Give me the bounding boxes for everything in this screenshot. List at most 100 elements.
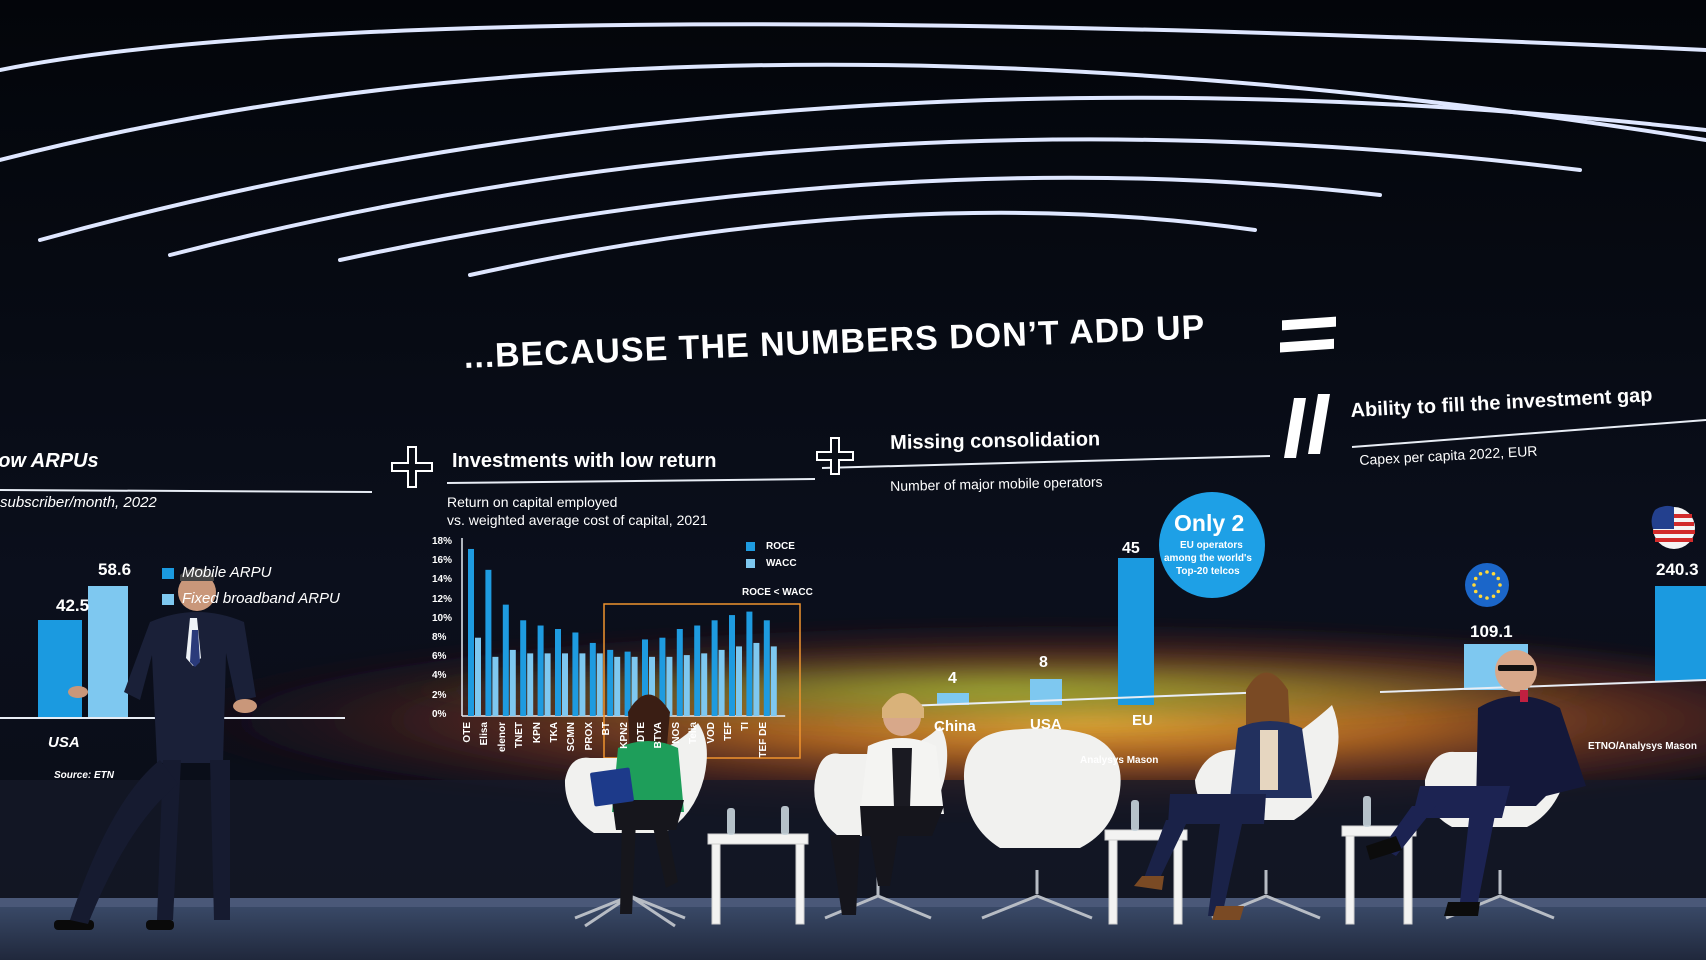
x-category-label: TNET [514, 722, 526, 749]
panelist-white-jacket [830, 693, 944, 915]
x-category-label: VOD [705, 722, 717, 744]
eu-star [1485, 570, 1489, 574]
roce-bar [555, 629, 561, 716]
wacc-bar [649, 656, 655, 716]
eu-star [1491, 594, 1496, 599]
wacc-bar [527, 653, 534, 716]
eu-star [1498, 583, 1502, 587]
eu-flag-icon [1465, 563, 1509, 607]
y-tick-label: 10% [432, 612, 453, 624]
wacc-bar [666, 656, 673, 716]
eu-star [1473, 589, 1478, 594]
y-tick-label: 18% [432, 536, 453, 547]
not-equal-icon [1280, 316, 1336, 458]
y-tick-label: 12% [432, 593, 453, 605]
wacc-bar [562, 653, 568, 716]
side-tables [707, 825, 1417, 925]
roce-bar [485, 569, 492, 716]
x-category-label: BTYA [653, 722, 665, 749]
plus-icon [391, 446, 433, 488]
wacc-bar [770, 646, 777, 716]
x-category-label: TEF DE [757, 722, 769, 758]
panel4-source: ETNO/Analysys Mason [1588, 741, 1697, 752]
x-category-label: TI [740, 722, 752, 731]
panel1-value-fixed: 58.6 [98, 560, 132, 579]
panel2-legend-roce: ROCE [766, 541, 795, 552]
ceiling-light-arcs [0, 22, 1706, 277]
panelist-blue-jacket [1134, 672, 1312, 920]
x-category-label: elenor [496, 722, 508, 753]
wacc-bar [492, 656, 499, 716]
speaker-standing [54, 568, 257, 930]
badge-line-3: Top-20 telcos [1176, 566, 1240, 577]
x-category-label: TEF [723, 722, 734, 741]
panel4-value-us: 240.3 [1656, 560, 1699, 579]
panel2-subheading-1: Return on capital employed [447, 494, 618, 510]
wacc-bar [544, 653, 551, 716]
panel3-value-eu: 45 [1122, 540, 1140, 557]
roce-bar [642, 639, 648, 716]
panel2-subheading-2: vs. weighted average cost of capital, 20… [447, 512, 708, 528]
x-category-label: NOS [670, 722, 682, 744]
eu-star [1478, 571, 1483, 576]
roce-bar [659, 637, 666, 716]
y-tick-label: 16% [432, 555, 453, 567]
roce-bar [676, 629, 683, 716]
light-arc [168, 137, 1582, 257]
arpu-bars [0, 568, 345, 719]
roce-bar [729, 615, 735, 716]
panel1-value-mobile: 42.5 [56, 596, 90, 615]
x-category-label: Telia [688, 722, 700, 745]
panel3-category-usa: USA [1030, 716, 1062, 733]
panel3-category-eu: EU [1132, 712, 1153, 729]
light-arc [38, 95, 1706, 242]
roce-bar [763, 620, 770, 716]
panel3-value-china: 4 [948, 670, 957, 687]
panelist-navy-sweater [1366, 650, 1586, 916]
badge-title: Only 2 [1174, 510, 1245, 536]
roce-bar [520, 620, 527, 716]
light-arc [0, 62, 1706, 162]
light-arc [0, 22, 1706, 72]
roce-bar [711, 620, 718, 716]
wacc-bar [631, 656, 638, 716]
badge-line-2: among the world's [1164, 553, 1252, 564]
y-tick-label: 0% [432, 708, 447, 720]
wacc-bar [509, 649, 516, 716]
x-category-label: KPN2 [618, 722, 630, 749]
panel1-heading: Low ARPUs [0, 450, 99, 472]
panel2-annotation: ROCE < WACC [742, 587, 813, 598]
eu-star [1491, 571, 1496, 576]
roce-bar [589, 642, 596, 716]
capex-bars [1280, 316, 1706, 693]
panelist-green [590, 694, 684, 914]
roce-bar [468, 548, 474, 716]
eu-star [1473, 576, 1478, 581]
roce-bar [572, 632, 579, 716]
x-category-label: SCMN [566, 722, 578, 752]
x-category-label: OTE [462, 722, 473, 743]
x-category-label: BT [601, 722, 613, 736]
eu-star [1485, 596, 1489, 600]
panel3-source: Analysys Mason [1080, 755, 1159, 766]
y-tick-label: 4% [432, 670, 447, 682]
roce-bar [607, 649, 614, 716]
panel3-heading: Missing consolidation [890, 428, 1101, 454]
x-category-label: KPN [531, 722, 543, 744]
panel2-heading: Investments with low return [452, 450, 717, 472]
wacc-bar [753, 642, 760, 716]
wacc-bar [579, 653, 586, 716]
roce-bar [746, 611, 753, 716]
x-category-label: DTE [636, 722, 647, 742]
wacc-bar [718, 649, 725, 716]
eu-star [1472, 583, 1476, 587]
panel3-category-china: China [934, 718, 976, 735]
wacc-bar [683, 655, 690, 716]
legend-swatch [746, 559, 755, 568]
badge-line-1: EU operators [1180, 540, 1243, 551]
panel1-source: Source: ETN [54, 770, 115, 781]
roce-bar [502, 604, 509, 716]
wacc-bar [475, 637, 481, 716]
